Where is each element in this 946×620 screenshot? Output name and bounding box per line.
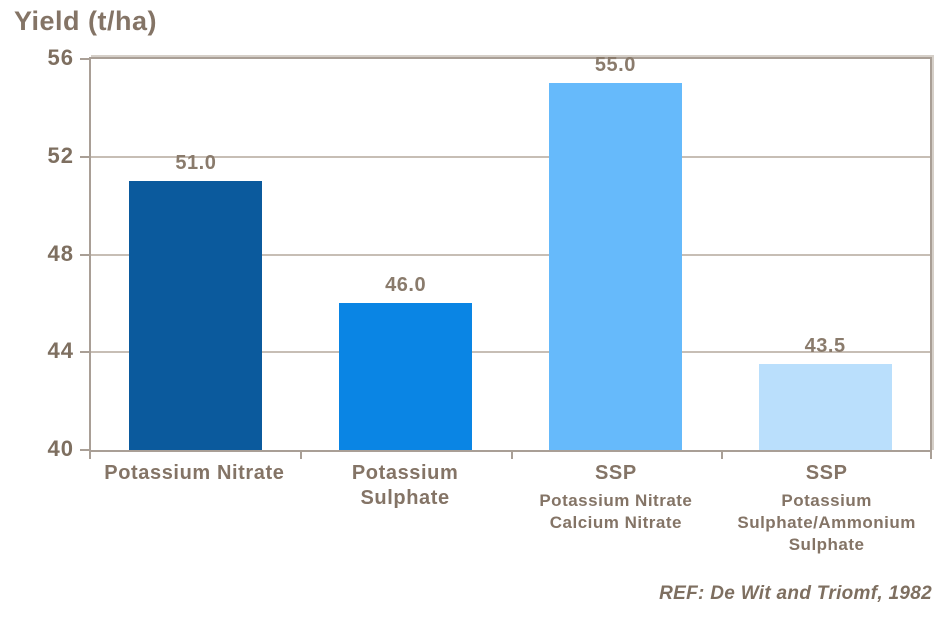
- bar-value-label: 51.0: [175, 152, 217, 175]
- y-axis-tick-mark: [80, 449, 89, 451]
- category-label-line: Potassium: [351, 462, 459, 484]
- bar-value-label: 46.0: [385, 274, 427, 297]
- bar-value-label: 55.0: [594, 54, 636, 77]
- y-axis-title: Yield (t/ha): [14, 6, 158, 36]
- category-sub-label-line: Potassium: [781, 491, 872, 510]
- bar-potassium-nitrate: [129, 181, 263, 450]
- category-sub-label-line: Sulphate/Ammonium: [737, 513, 916, 532]
- y-axis-tick-mark: [80, 155, 89, 158]
- category-label-line: Potassium Nitrate: [104, 462, 285, 484]
- category-sub-label: Potassium Sulphate/Ammonium Sulphate: [721, 490, 932, 556]
- category-sub-label: Potassium Nitrate Calcium Nitrate: [511, 490, 722, 534]
- reference-note: REF: De Wit and Triomf, 1982: [659, 583, 932, 604]
- bar-ssp-potassium-sulphate-ammonium-sulphate: [758, 364, 892, 450]
- category-sub-label-line: Potassium Nitrate: [539, 491, 693, 510]
- y-axis-tick-label: 40: [47, 436, 74, 461]
- y-axis-tick-label: 48: [47, 240, 74, 266]
- y-axis-tick-mark: [80, 58, 89, 60]
- gridline: [91, 253, 930, 256]
- x-axis-category-label: Potassium Nitrate: [89, 461, 300, 486]
- category-label-line: SSP: [594, 462, 637, 484]
- category-sub-label-line: Calcium Nitrate: [549, 513, 682, 532]
- bar-potassium-sulphate: [339, 303, 473, 450]
- category-label-line: SSP: [805, 462, 848, 484]
- x-axis-category-label: SSP Potassium Sulphate/Ammonium Sulphate: [721, 461, 932, 556]
- y-axis-tick-mark: [80, 253, 89, 256]
- y-axis-tick-label: 52: [47, 142, 74, 168]
- category-sub-label-line: Sulphate: [788, 535, 865, 554]
- y-axis-tick-mark: [80, 351, 89, 354]
- bar-value-label: 43.5: [804, 335, 846, 358]
- category-label-line: Sulphate: [360, 487, 450, 509]
- gridline: [91, 351, 930, 354]
- x-axis-category-label: SSP Potassium Nitrate Calcium Nitrate: [511, 461, 722, 534]
- x-axis-tick-mark: [89, 452, 91, 459]
- x-axis-tick-mark: [721, 452, 724, 459]
- x-axis-tick-mark: [930, 452, 932, 459]
- x-axis-tick-mark: [299, 452, 302, 459]
- bar-ssp-potassium-nitrate-calcium-nitrate: [548, 83, 682, 450]
- x-axis-tick-mark: [510, 452, 513, 459]
- gridline: [91, 155, 930, 158]
- y-axis-tick-label: 44: [47, 338, 74, 364]
- y-axis-tick-label: 56: [47, 45, 74, 70]
- x-axis-category-label: Potassium Sulphate: [300, 461, 511, 511]
